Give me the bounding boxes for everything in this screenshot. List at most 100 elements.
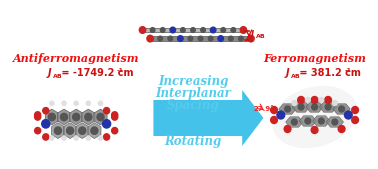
Circle shape bbox=[311, 96, 318, 103]
Circle shape bbox=[147, 35, 153, 42]
Circle shape bbox=[104, 107, 110, 114]
Text: Spacing: Spacing bbox=[167, 100, 219, 113]
Circle shape bbox=[218, 36, 223, 41]
Text: = -1749.2 cm: = -1749.2 cm bbox=[58, 68, 133, 78]
Polygon shape bbox=[292, 102, 310, 112]
Circle shape bbox=[150, 28, 155, 32]
Circle shape bbox=[352, 116, 358, 124]
Text: -1: -1 bbox=[117, 67, 124, 73]
Text: = 381.2 cm: = 381.2 cm bbox=[296, 68, 361, 78]
Circle shape bbox=[160, 28, 165, 32]
Polygon shape bbox=[299, 116, 316, 126]
Circle shape bbox=[91, 127, 98, 134]
Text: AB: AB bbox=[256, 34, 265, 39]
Circle shape bbox=[318, 118, 324, 124]
Circle shape bbox=[271, 106, 277, 114]
Polygon shape bbox=[313, 116, 330, 126]
Circle shape bbox=[98, 101, 103, 106]
Circle shape bbox=[62, 135, 67, 141]
Polygon shape bbox=[333, 104, 350, 114]
Polygon shape bbox=[82, 109, 95, 125]
Circle shape bbox=[312, 104, 318, 110]
Circle shape bbox=[305, 98, 310, 103]
Text: AB: AB bbox=[53, 74, 63, 78]
Polygon shape bbox=[306, 102, 323, 112]
Polygon shape bbox=[64, 123, 77, 139]
Polygon shape bbox=[286, 117, 303, 127]
Circle shape bbox=[49, 101, 54, 106]
Circle shape bbox=[198, 36, 203, 41]
Circle shape bbox=[158, 36, 163, 41]
Circle shape bbox=[43, 134, 49, 140]
Circle shape bbox=[292, 101, 297, 105]
Circle shape bbox=[284, 126, 291, 132]
Circle shape bbox=[74, 101, 79, 106]
Circle shape bbox=[112, 112, 118, 118]
Polygon shape bbox=[94, 109, 107, 125]
Circle shape bbox=[35, 112, 41, 118]
Text: -1: -1 bbox=[344, 67, 352, 73]
Circle shape bbox=[325, 96, 332, 103]
Circle shape bbox=[67, 127, 74, 134]
Circle shape bbox=[181, 28, 185, 32]
Circle shape bbox=[239, 36, 243, 41]
Text: J: J bbox=[251, 30, 254, 39]
Circle shape bbox=[311, 127, 318, 134]
Text: Rotating: Rotating bbox=[164, 136, 222, 149]
Circle shape bbox=[79, 127, 86, 134]
Circle shape bbox=[221, 28, 226, 32]
Polygon shape bbox=[150, 36, 251, 41]
Circle shape bbox=[35, 114, 41, 120]
Circle shape bbox=[168, 36, 173, 41]
Circle shape bbox=[139, 27, 146, 33]
Circle shape bbox=[191, 28, 195, 32]
Text: AB: AB bbox=[291, 74, 301, 78]
Circle shape bbox=[285, 106, 290, 112]
Text: J: J bbox=[286, 68, 289, 78]
Circle shape bbox=[271, 116, 277, 124]
Circle shape bbox=[178, 36, 183, 41]
Polygon shape bbox=[45, 109, 59, 125]
Text: Interplanar: Interplanar bbox=[155, 88, 231, 101]
Polygon shape bbox=[143, 28, 243, 32]
Circle shape bbox=[112, 114, 118, 120]
Circle shape bbox=[98, 135, 103, 141]
Circle shape bbox=[54, 127, 62, 134]
Circle shape bbox=[211, 27, 216, 33]
Polygon shape bbox=[88, 123, 101, 139]
Circle shape bbox=[228, 36, 233, 41]
Polygon shape bbox=[319, 102, 337, 112]
Text: J: J bbox=[47, 68, 51, 78]
Circle shape bbox=[319, 98, 324, 103]
Polygon shape bbox=[279, 104, 296, 114]
Circle shape bbox=[332, 101, 337, 105]
Circle shape bbox=[291, 119, 297, 125]
Text: Increasing: Increasing bbox=[158, 76, 228, 89]
Circle shape bbox=[240, 27, 246, 33]
Polygon shape bbox=[76, 123, 89, 139]
Circle shape bbox=[85, 113, 92, 121]
Circle shape bbox=[338, 126, 345, 132]
Circle shape bbox=[104, 134, 110, 140]
Circle shape bbox=[339, 106, 344, 112]
Circle shape bbox=[248, 35, 254, 42]
Circle shape bbox=[73, 113, 80, 121]
Circle shape bbox=[102, 120, 111, 128]
Circle shape bbox=[48, 113, 56, 121]
Circle shape bbox=[344, 111, 352, 119]
Circle shape bbox=[208, 36, 213, 41]
Circle shape bbox=[74, 135, 79, 141]
Circle shape bbox=[62, 101, 67, 106]
Circle shape bbox=[231, 28, 235, 32]
Circle shape bbox=[170, 27, 175, 33]
Polygon shape bbox=[326, 117, 344, 127]
Circle shape bbox=[86, 135, 91, 141]
Text: Antiferromagnetism: Antiferromagnetism bbox=[13, 53, 139, 64]
Circle shape bbox=[332, 119, 338, 125]
Polygon shape bbox=[51, 123, 65, 139]
Circle shape bbox=[42, 120, 50, 128]
Circle shape bbox=[277, 111, 285, 119]
Circle shape bbox=[188, 36, 193, 41]
Polygon shape bbox=[153, 90, 263, 146]
Circle shape bbox=[325, 104, 331, 110]
